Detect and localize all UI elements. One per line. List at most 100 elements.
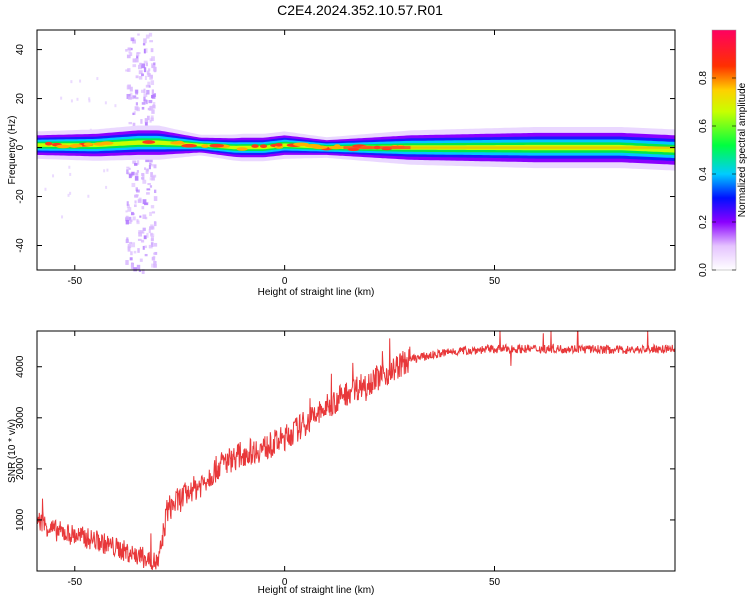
noise-speck xyxy=(143,67,147,73)
noise-speck xyxy=(151,64,156,68)
x-axis-label: Height of straight line (km) xyxy=(258,585,375,596)
noise-speck xyxy=(153,62,156,66)
spectral-peak xyxy=(209,143,224,148)
colorbar-tick-label: 0.6 xyxy=(698,119,709,133)
noise-speck xyxy=(150,117,154,122)
spectral-peak xyxy=(312,145,328,150)
noise-speck xyxy=(131,242,136,248)
noise-speck xyxy=(114,104,117,108)
x-tick-label: 0 xyxy=(282,276,288,287)
noise-speck xyxy=(96,77,99,81)
noise-speck xyxy=(126,54,131,59)
colorbar-tick-label: 0.4 xyxy=(698,167,709,181)
x-tick-label: -50 xyxy=(68,276,83,287)
noise-speck xyxy=(132,112,135,116)
noise-speck xyxy=(145,168,149,174)
noise-speck xyxy=(150,74,153,79)
noise-speck xyxy=(130,219,133,223)
noise-speck xyxy=(135,102,138,106)
noise-speck xyxy=(145,62,148,67)
noise-speck xyxy=(133,111,136,115)
noise-speck xyxy=(61,215,64,219)
noise-speck xyxy=(127,84,132,90)
noise-speck xyxy=(126,166,130,169)
noise-speck xyxy=(148,68,151,72)
noise-speck xyxy=(132,39,137,44)
noise-speck xyxy=(87,194,90,198)
y-tick-label: 2000 xyxy=(15,457,26,480)
y-tick-label: 20 xyxy=(15,93,26,105)
noise-speck xyxy=(144,118,149,123)
noise-speck xyxy=(69,191,72,195)
noise-speck xyxy=(125,215,129,221)
x-tick-label: 0 xyxy=(282,577,288,588)
noise-speck xyxy=(146,188,151,191)
noise-speck xyxy=(150,224,154,229)
noise-speck xyxy=(143,96,146,102)
colorbar-ticks: 0.0 0.2 0.4 0.6 0.8 Normalized spectral ampli… xyxy=(698,71,748,277)
noise-speck xyxy=(153,263,157,268)
noise-speck xyxy=(150,205,155,209)
x-tick-label: 50 xyxy=(489,577,501,588)
noise-speck xyxy=(126,237,129,240)
noise-speck xyxy=(151,176,155,181)
x-tick-label: -50 xyxy=(68,577,83,588)
noise-speck xyxy=(138,269,142,273)
noise-speck xyxy=(138,76,143,80)
noise-speck xyxy=(134,204,137,208)
spectral-peak xyxy=(100,141,114,145)
noise-speck xyxy=(139,215,142,218)
spectral-peak xyxy=(56,144,71,149)
noise-speck xyxy=(128,216,132,221)
noise-speck xyxy=(144,253,148,257)
noise-speck xyxy=(153,260,156,266)
noise-speck xyxy=(153,196,158,201)
noise-speck xyxy=(141,106,145,110)
noise-speck xyxy=(143,93,148,98)
noise-speck xyxy=(125,239,129,244)
noise-speck xyxy=(132,122,136,127)
y-tick-label: 3000 xyxy=(15,406,26,429)
noise-speck xyxy=(153,189,157,194)
noise-speck xyxy=(103,169,106,173)
noise-speck xyxy=(128,173,132,179)
spectrogram-panel: -50 0 50 -40 -20 0 20 40 Height of straight line… xyxy=(7,29,676,298)
noise-speck xyxy=(125,219,129,225)
noise-speck xyxy=(146,192,150,195)
noise-speck xyxy=(145,48,148,53)
spectral-peak xyxy=(334,144,341,148)
noise-speck xyxy=(137,64,142,70)
noise-speck xyxy=(152,104,156,108)
x-axis-label: Height of straight line (km) xyxy=(258,287,375,298)
noise-speck xyxy=(137,238,142,241)
spectral-peak xyxy=(201,144,209,148)
noise-speck xyxy=(147,107,152,111)
noise-speck xyxy=(133,250,137,254)
noise-speck xyxy=(154,221,157,227)
spectral-peak xyxy=(83,142,93,147)
noise-speck xyxy=(136,107,140,112)
noise-speck xyxy=(149,40,154,43)
noise-speck xyxy=(132,216,136,221)
noise-speck xyxy=(151,56,155,61)
noise-speck xyxy=(150,48,154,53)
noise-speck xyxy=(125,260,129,265)
spectral-peak xyxy=(181,143,197,148)
noise-speck xyxy=(148,228,151,234)
noise-speck xyxy=(137,160,140,165)
noise-speck xyxy=(152,102,156,105)
spectral-peak xyxy=(274,142,283,147)
noise-speck xyxy=(148,244,153,249)
noise-speck xyxy=(44,187,47,191)
noise-speck xyxy=(136,264,141,270)
noise-speck xyxy=(133,267,137,272)
noise-speck xyxy=(138,230,142,234)
snr-series-line xyxy=(36,330,676,571)
noise-speck xyxy=(127,246,131,252)
noise-speck xyxy=(151,263,155,268)
noise-speck xyxy=(140,230,144,234)
noise-speck xyxy=(141,102,146,105)
noise-speck xyxy=(151,257,156,261)
noise-speck xyxy=(141,172,145,177)
